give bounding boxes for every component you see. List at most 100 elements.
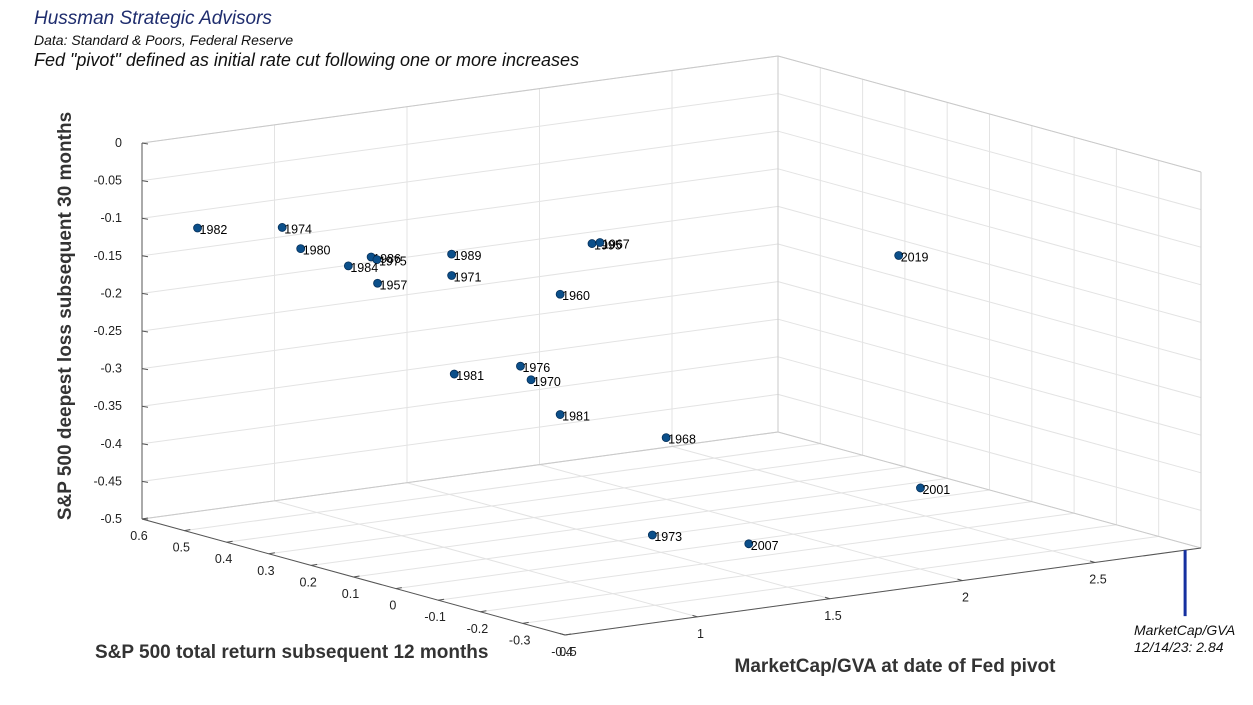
data-point-1980 — [296, 244, 306, 254]
data-point-1981 — [449, 369, 459, 379]
back-wall-gridline — [141, 93, 779, 182]
side-wall-gridline — [777, 356, 1202, 474]
z-tick-label: -0.1 — [100, 211, 122, 225]
y-tick-label: 0.6 — [130, 529, 147, 543]
data-point-label: 1971 — [454, 270, 482, 284]
data-point-label: 2019 — [901, 250, 929, 264]
back-wall-gridline — [141, 356, 779, 445]
y-tick-mark — [268, 552, 275, 555]
data-point-label: 1980 — [303, 244, 331, 258]
x-tick-mark — [1089, 560, 1096, 563]
x-axis-title: MarketCap/GVA at date of Fed pivot — [735, 656, 1057, 677]
data-point-label: 1970 — [533, 375, 561, 389]
data-point-label: 1960 — [562, 289, 590, 303]
y-tick-label: -0.4 — [551, 645, 573, 659]
z-axis-title: S&P 500 deepest loss subsequent 30 month… — [55, 112, 76, 520]
side-wall-gridline — [777, 205, 1202, 323]
data-point-1957 — [373, 278, 382, 288]
chart-organization: Hussman Strategic Advisors — [34, 8, 272, 29]
z-tick-label: -0.25 — [94, 324, 123, 338]
floor-gridline — [311, 477, 948, 566]
chart-data-source: Data: Standard & Poors, Federal Reserve — [34, 32, 294, 48]
floor-gridline — [184, 443, 821, 532]
y-tick-mark — [395, 587, 402, 590]
z-tick-label: -0.45 — [94, 474, 123, 488]
z-tick-label: -0.2 — [100, 286, 122, 300]
data-point-label: 1973 — [654, 530, 682, 544]
y-tick-mark — [522, 621, 529, 624]
z-tick-label: -0.05 — [94, 174, 123, 188]
data-point-label: 1974 — [284, 222, 312, 236]
x-tick-mark — [957, 578, 963, 582]
z-tick-mark — [141, 518, 149, 521]
x-tick-mark — [824, 596, 831, 600]
data-point-2019 — [894, 251, 904, 260]
back-wall-gridline — [141, 318, 779, 407]
data-point-1973 — [647, 530, 657, 540]
y-tick-label: -0.1 — [424, 610, 446, 624]
data-point-label: 1981 — [456, 369, 484, 383]
x-axis-line — [564, 547, 1202, 636]
data-point-2007 — [744, 539, 754, 549]
z-tick-mark — [141, 292, 149, 295]
data-point-1968 — [661, 433, 671, 443]
data-point-1974 — [277, 223, 287, 232]
z-tick-label: -0.4 — [100, 437, 122, 451]
side-wall-gridline — [777, 130, 1202, 248]
side-wall-gridline — [777, 168, 1202, 286]
z-tick-mark — [141, 142, 149, 145]
side-wall-gridline — [777, 93, 1202, 211]
back-wall-gridline — [141, 393, 779, 482]
side-wall-gridline — [777, 281, 1202, 399]
back-wall-gridline — [141, 281, 779, 370]
y-tick-label: 0.5 — [173, 541, 190, 555]
y-tick-label: 0.4 — [215, 552, 232, 566]
y-axis-title: S&P 500 total return subsequent 12 month… — [95, 642, 488, 663]
data-point-1967 — [595, 238, 605, 247]
data-point-1982 — [193, 223, 202, 233]
box-edge — [141, 431, 779, 520]
data-point-label: 1968 — [668, 433, 696, 447]
data-point-label: 2001 — [922, 483, 950, 497]
data-point-2001 — [916, 483, 925, 493]
y-tick-label: 0.2 — [300, 575, 317, 589]
z-tick-mark — [141, 217, 149, 220]
data-point-label: 1984 — [350, 261, 378, 275]
box-edge — [777, 431, 1202, 549]
x-tick-label: 0.5 — [559, 645, 576, 659]
z-tick-label: -0.3 — [100, 362, 122, 376]
y-tick-mark — [564, 633, 572, 636]
z-tick-label: -0.15 — [94, 249, 123, 263]
back-wall-gridline — [141, 205, 779, 294]
x-tick-label: 2 — [962, 591, 969, 605]
y-tick-mark — [226, 540, 233, 543]
z-tick-label: 0 — [115, 136, 122, 150]
z-tick-mark — [141, 405, 149, 408]
data-point-label: 1967 — [602, 237, 630, 251]
data-point-1984 — [343, 261, 353, 271]
box-edge — [141, 55, 779, 144]
box-edge — [777, 55, 1202, 173]
data-point-label: 1989 — [454, 249, 482, 263]
floor-gridline — [226, 454, 863, 543]
z-tick-mark — [141, 180, 149, 183]
floor-gridline — [268, 466, 905, 555]
axis-ticks: 0.5 1 1.5 2 2.5 -0.4 -0.3 -0.2 -0.1 0 0.1 0.2 0.3 0.4… — [94, 136, 1107, 659]
reference-annotation-line2: 12/14/23: 2.84 — [1134, 639, 1224, 655]
pane-gridlines — [141, 55, 1202, 636]
floor-gridline — [438, 512, 1075, 601]
reference-annotation-line1: MarketCap/GVA — [1134, 622, 1236, 638]
side-wall-gridline — [777, 318, 1202, 436]
data-point-1970 — [526, 375, 536, 385]
data-point-label: 2007 — [751, 539, 779, 553]
y-tick-mark — [480, 610, 487, 613]
chart-subtitle: Fed "pivot" defined as initial rate cut … — [34, 50, 580, 70]
floor-gridline — [522, 535, 1159, 624]
y-tick-mark — [311, 563, 318, 566]
y-tick-label: -0.3 — [509, 633, 531, 647]
reference-annotation: MarketCap/GVA 12/14/23: 2.84 — [1134, 622, 1235, 656]
y-tick-mark — [438, 598, 445, 601]
data-point-1975 — [372, 255, 382, 265]
